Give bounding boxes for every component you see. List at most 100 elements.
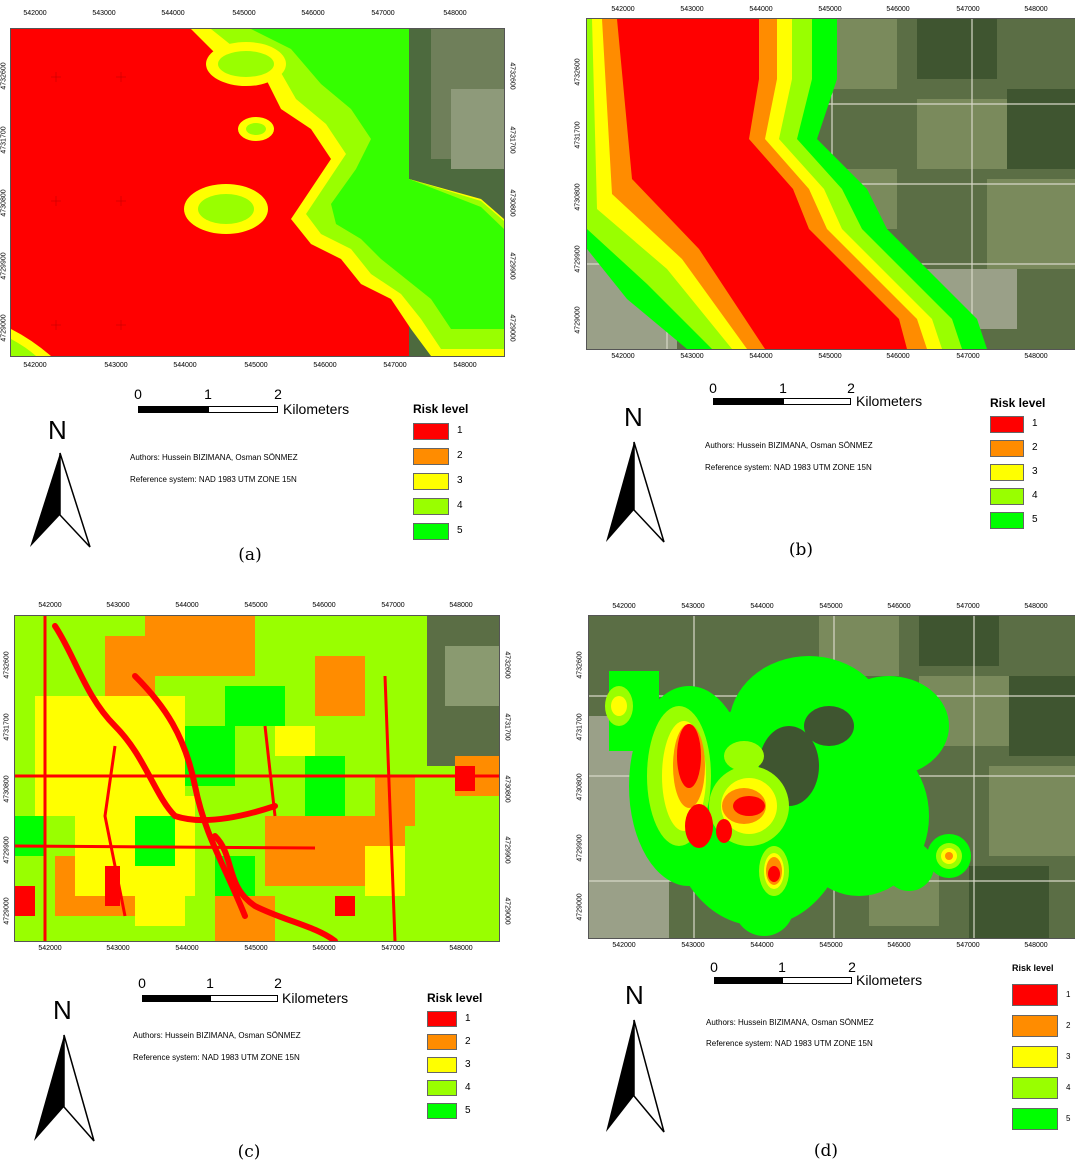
x-tick-top: 543000 — [681, 603, 705, 610]
x-tick-bottom: 545000 — [818, 353, 842, 360]
y-tick-left: 4729000 — [576, 893, 584, 921]
panel-caption: (c) — [237, 1142, 261, 1162]
legend: Risk level 1 2 3 4 5 — [1012, 963, 1075, 1138]
x-tick-top: 547000 — [371, 10, 395, 17]
legend: Risk level 1 2 3 4 5 — [990, 396, 1075, 536]
y-tick-right: 4731700 — [503, 713, 511, 741]
y-tick-right: 4730800 — [503, 775, 511, 803]
x-tick-top: 546000 — [312, 602, 336, 609]
legend-label: 2 — [465, 1036, 471, 1047]
legend-swatch — [427, 1034, 457, 1050]
north-label: N — [53, 995, 72, 1025]
panel-caption: (d) — [813, 1141, 839, 1161]
north-label: N — [624, 402, 643, 432]
legend-title: Risk level — [1012, 963, 1054, 973]
map-b — [587, 19, 1075, 349]
legend-label: 5 — [465, 1105, 471, 1116]
legend-swatch — [427, 1080, 457, 1096]
map-frame-a — [10, 28, 505, 357]
legend-swatch — [1012, 1046, 1058, 1068]
scale-unit: Kilometers — [282, 990, 349, 1006]
y-tick-right: 4732600 — [508, 62, 516, 90]
x-tick-top: 547000 — [381, 602, 405, 609]
panel-caption: (a) — [238, 545, 262, 565]
x-tick-bottom: 544000 — [749, 353, 773, 360]
y-tick-left: 4732600 — [576, 651, 584, 679]
y-tick-left: 4729900 — [0, 252, 8, 280]
y-tick-left: 4732600 — [574, 58, 582, 86]
x-tick-bottom: 548000 — [1024, 942, 1048, 949]
authors-text: Authors: Hussein BIZIMANA, Osman SÖNMEZ — [130, 453, 298, 462]
north-arrow-icon — [606, 1019, 665, 1133]
y-tick-left: 4729000 — [574, 306, 582, 334]
x-tick-top: 544000 — [161, 10, 185, 17]
scale-label: 1 — [206, 975, 214, 991]
north-label: N — [625, 980, 644, 1010]
legend-label: 1 — [465, 1013, 471, 1024]
reference-text: Reference system: NAD 1983 UTM ZONE 15N — [130, 475, 297, 484]
x-tick-top: 544000 — [750, 603, 774, 610]
authors-text: Authors: Hussein BIZIMANA, Osman SÖNMEZ — [133, 1031, 301, 1040]
legend-label: 3 — [457, 475, 463, 486]
panel-caption: (b) — [788, 540, 814, 560]
y-tick-left: 4730800 — [3, 775, 11, 803]
map-c — [15, 616, 499, 941]
x-tick-top: 545000 — [244, 602, 268, 609]
scale-segment-white — [208, 406, 278, 413]
x-tick-bottom: 543000 — [104, 362, 128, 369]
x-tick-bottom: 543000 — [680, 353, 704, 360]
x-tick-top: 546000 — [886, 6, 910, 13]
legend-swatch — [1012, 1108, 1058, 1130]
legend-label: 1 — [1066, 990, 1071, 999]
y-tick-left: 4732600 — [3, 651, 11, 679]
panel-c: 542000 543000 544000 545000 546000 54700… — [0, 587, 537, 1174]
y-tick-right: 4729900 — [508, 252, 516, 280]
legend-label: 4 — [465, 1082, 471, 1093]
y-tick-left: 4730800 — [574, 183, 582, 211]
scale-segment-black — [714, 977, 782, 984]
x-tick-top: 543000 — [92, 10, 116, 17]
scale-label: 2 — [848, 959, 856, 975]
reference-text: Reference system: NAD 1983 UTM ZONE 15N — [706, 1039, 873, 1048]
y-tick-left: 4731700 — [3, 713, 11, 741]
legend-swatch — [413, 473, 449, 490]
y-tick-right: 4729000 — [503, 897, 511, 925]
x-tick-bottom: 543000 — [681, 942, 705, 949]
north-label: N — [48, 415, 67, 445]
x-tick-top: 547000 — [956, 603, 980, 610]
legend-label: 5 — [1066, 1114, 1071, 1123]
x-tick-top: 543000 — [680, 6, 704, 13]
legend-label: 2 — [457, 450, 463, 461]
x-tick-top: 545000 — [819, 603, 843, 610]
x-tick-bottom: 542000 — [23, 362, 47, 369]
legend: Risk level 1 2 3 4 5 — [413, 402, 503, 542]
x-tick-bottom: 543000 — [106, 945, 130, 952]
x-tick-bottom: 546000 — [312, 945, 336, 952]
legend-label: 2 — [1066, 1021, 1071, 1030]
legend-label: 1 — [457, 425, 463, 436]
legend-label: 3 — [1032, 466, 1038, 477]
scale-label: 1 — [778, 959, 786, 975]
north-arrow-icon — [34, 1034, 95, 1142]
x-tick-top: 542000 — [23, 10, 47, 17]
y-tick-right: 4729900 — [503, 836, 511, 864]
legend-label: 4 — [1032, 490, 1038, 501]
scale-label: 2 — [274, 975, 282, 991]
scale-label: 2 — [274, 386, 282, 402]
legend-swatch — [1012, 984, 1058, 1006]
x-tick-top: 542000 — [612, 603, 636, 610]
x-tick-bottom: 547000 — [383, 362, 407, 369]
map-frame-c — [14, 615, 500, 942]
x-tick-top: 548000 — [1024, 603, 1048, 610]
map-d — [589, 616, 1075, 938]
scale-label: 0 — [134, 386, 142, 402]
legend-label: 4 — [457, 500, 463, 511]
x-tick-bottom: 547000 — [956, 942, 980, 949]
x-tick-top: 544000 — [749, 6, 773, 13]
legend-title: Risk level — [427, 991, 483, 1005]
legend-swatch — [990, 440, 1024, 457]
legend-swatch — [413, 523, 449, 540]
x-tick-top: 548000 — [1024, 6, 1048, 13]
legend-swatch — [990, 416, 1024, 433]
x-tick-top: 543000 — [106, 602, 130, 609]
